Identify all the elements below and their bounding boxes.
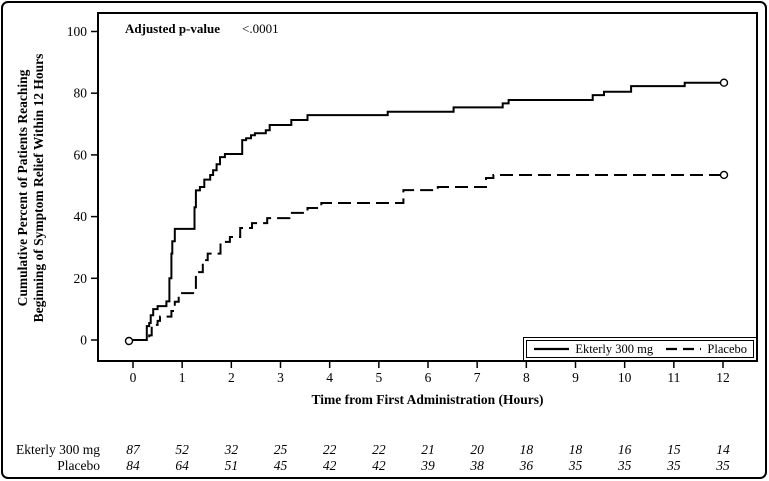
x-tick-label: 1 [179,370,186,385]
risk-value: 25 [273,442,288,457]
legend-label-ekterly: Ekterly 300 mg [575,341,654,356]
x-tick-label: 10 [618,370,632,385]
risk-value: 38 [470,458,484,473]
x-tick-label: 9 [572,370,579,385]
y-tick-label: 40 [74,209,88,224]
risk-row-label: Ekterly 300 mg [16,442,100,457]
risk-value: 22 [322,442,337,457]
risk-value: 32 [224,442,239,457]
risk-value: 18 [519,442,534,457]
x-tick-label: 7 [474,370,481,385]
y-tick-label: 80 [74,86,88,101]
risk-value: 87 [126,442,140,457]
x-tick-label: 6 [425,370,432,385]
risk-value: 18 [568,442,583,457]
x-tick-label: 3 [277,370,284,385]
risk-value: 16 [617,442,632,457]
risk-value: 35 [617,458,632,473]
y-tick-label: 60 [74,147,88,162]
x-axis-title: Time from First Administration (Hours) [311,392,544,407]
risk-value: 14 [716,442,730,457]
risk-value: 39 [421,458,435,473]
legend-box: Ekterly 300 mg Placebo [523,337,757,361]
pvalue-annotation: Adjusted p-value <.0001 [125,21,279,37]
risk-value: 52 [175,442,189,457]
plot-frame [97,12,758,362]
risk-value: 45 [273,458,288,473]
risk-value: 35 [667,458,681,473]
y-tick-label: 20 [74,271,88,286]
risk-value: 21 [421,442,435,457]
x-tick-label: 4 [326,370,333,385]
risk-value: 35 [568,458,583,473]
dashed-line-sample-icon [666,347,702,351]
x-tick-label: 8 [523,370,530,385]
y-axis-title-line2: Beginning of Symptom Relief Within 12 Ho… [31,53,46,323]
x-tick-label: 5 [375,370,382,385]
y-tick-label: 100 [67,24,88,39]
endpoint-marker-ekterly [719,78,729,87]
endpoint-marker-placebo [719,170,729,180]
curve-ekterly [133,81,723,341]
start-marker [124,336,134,346]
risk-value: 20 [470,442,484,457]
curve-placebo [133,174,723,341]
risk-value: 42 [322,458,337,473]
risk-value: 35 [716,458,730,473]
risk-value: 84 [126,458,140,473]
risk-value: 51 [224,458,239,473]
risk-row-label: Placebo [57,458,100,473]
x-tick-label: 0 [130,370,137,385]
risk-value: 22 [372,442,386,457]
solid-line-sample-icon [534,347,570,351]
y-axis-title: Cumulative Percent of Patients Reaching … [15,8,49,368]
pvalue-label: Adjusted p-value [125,21,220,36]
x-tick-label: 12 [716,370,730,385]
x-tick-label: 2 [228,370,235,385]
legend-label-placebo: Placebo [707,341,747,356]
risk-value: 42 [372,458,386,473]
pvalue-value: <.0001 [242,21,279,36]
y-tick-label: 0 [80,333,87,348]
legend-inner-frame: Ekterly 300 mg Placebo [526,340,754,358]
risk-value: 15 [667,442,681,457]
x-tick-label: 11 [667,370,680,385]
y-axis-title-line1: Cumulative Percent of Patients Reaching [15,69,30,307]
risk-value: 36 [519,458,534,473]
risk-value: 64 [175,458,189,473]
